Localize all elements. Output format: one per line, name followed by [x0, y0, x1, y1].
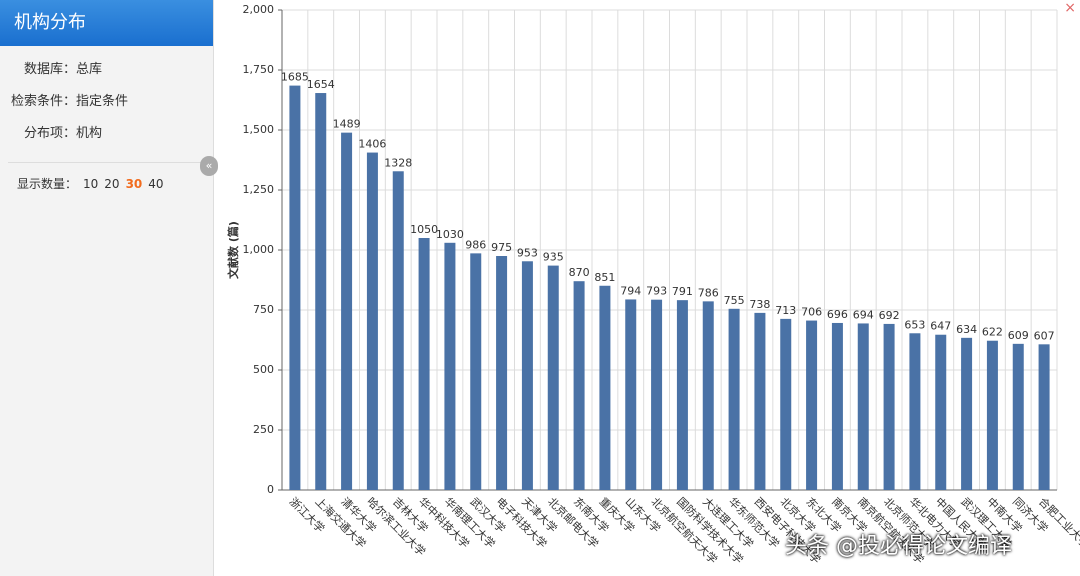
field-row: 检索条件：指定条件: [0, 86, 213, 118]
value-label: 793: [646, 285, 667, 298]
bar: [444, 242, 456, 490]
bar: [702, 301, 714, 490]
bar: [625, 299, 637, 490]
display-count: 显示数量： 10 20 30 40: [0, 163, 213, 192]
chart: 0 250 500 750 1,000 1,250 1,500 1,750 2,000 文献数 (…: [226, 3, 1080, 566]
y-tick-label: 500: [253, 363, 274, 376]
value-label: 786: [698, 286, 719, 299]
value-label: 738: [749, 298, 770, 311]
bar: [986, 340, 998, 490]
watermark: 头条 @投必得论文编译: [785, 534, 1012, 559]
y-tick-label: 250: [253, 423, 274, 436]
bar: [780, 318, 792, 490]
y-tick-label: 1,750: [243, 63, 275, 76]
value-label: 609: [1008, 329, 1029, 342]
value-label: 1489: [333, 118, 361, 131]
bar: [392, 171, 404, 490]
bar: [341, 132, 353, 490]
field-row: 分布项：机构: [0, 118, 213, 150]
field-row: 数据库：总库: [0, 54, 213, 86]
bar: [418, 238, 430, 490]
value-label: 953: [517, 246, 538, 259]
count-option[interactable]: 40: [148, 177, 164, 191]
bar: [831, 322, 843, 490]
value-label: 694: [853, 308, 874, 321]
value-label: 634: [956, 323, 977, 336]
display-count-label: 显示数量：: [17, 177, 78, 191]
y-tick-label: 1,500: [243, 123, 275, 136]
value-label: 647: [930, 320, 951, 333]
value-label: 794: [620, 284, 641, 297]
value-label: 755: [724, 294, 745, 307]
field-label: 检索条件：: [10, 94, 76, 109]
bar: [315, 93, 327, 490]
value-label: 1685: [281, 71, 309, 84]
collapse-button[interactable]: «: [200, 156, 218, 176]
value-label: 1654: [307, 78, 335, 91]
close-button[interactable]: ×: [1064, 0, 1076, 16]
value-label: 692: [879, 309, 900, 322]
field-label: 分布项：: [23, 126, 76, 141]
bar: [366, 152, 378, 490]
bar: [857, 323, 869, 490]
value-label: 1328: [384, 156, 412, 169]
bar: [935, 334, 947, 490]
field-value: 机构: [76, 126, 103, 141]
sidebar: 机构分布 数据库：总库 检索条件：指定条件 分布项：机构 显示数量： 10 20 30 40: [0, 0, 214, 576]
bar: [1038, 344, 1050, 490]
bar: [470, 253, 482, 490]
bar: [573, 281, 585, 490]
bar: [289, 85, 301, 490]
value-label: 622: [982, 326, 1003, 339]
y-tick-label: 2,000: [243, 3, 275, 16]
bar: [754, 312, 766, 490]
value-label: 1406: [358, 138, 386, 151]
bar: [547, 265, 559, 490]
sidebar-title: 机构分布: [0, 0, 213, 46]
field-label: 数据库：: [23, 62, 76, 77]
bar: [496, 256, 508, 490]
bar: [599, 285, 611, 490]
bar: [651, 299, 663, 490]
y-tick-label: 750: [253, 303, 274, 316]
bar: [961, 337, 973, 490]
value-label: 653: [904, 318, 925, 331]
bar: [728, 308, 740, 490]
bar: [676, 300, 688, 490]
y-tick-label: 1,250: [243, 183, 275, 196]
y-tick-label: 0: [267, 483, 274, 496]
count-option[interactable]: 30: [125, 177, 143, 191]
bar: [806, 320, 818, 490]
y-axis-label: 文献数 (篇): [226, 221, 240, 279]
count-option[interactable]: 10: [83, 177, 99, 191]
value-label: 713: [775, 304, 796, 317]
value-label: 791: [672, 285, 693, 298]
bar: [909, 333, 921, 490]
field-value: 指定条件: [76, 94, 129, 109]
bar: [883, 323, 895, 490]
value-label: 696: [827, 308, 848, 321]
value-label: 706: [801, 306, 822, 319]
bar: [521, 261, 533, 490]
value-label: 1030: [436, 228, 464, 241]
y-tick-label: 1,000: [243, 243, 275, 256]
bar: [1012, 343, 1024, 490]
value-label: 1050: [410, 223, 438, 236]
divider: [8, 162, 205, 163]
value-label: 870: [569, 266, 590, 279]
fields: 数据库：总库 检索条件：指定条件 分布项：机构: [0, 54, 213, 150]
count-option[interactable]: 20: [104, 177, 120, 191]
value-label: 986: [465, 238, 486, 251]
value-label: 607: [1034, 329, 1055, 342]
value-label: 975: [491, 241, 512, 254]
field-value: 总库: [76, 62, 103, 77]
value-label: 851: [594, 271, 615, 284]
value-label: 935: [543, 251, 564, 264]
